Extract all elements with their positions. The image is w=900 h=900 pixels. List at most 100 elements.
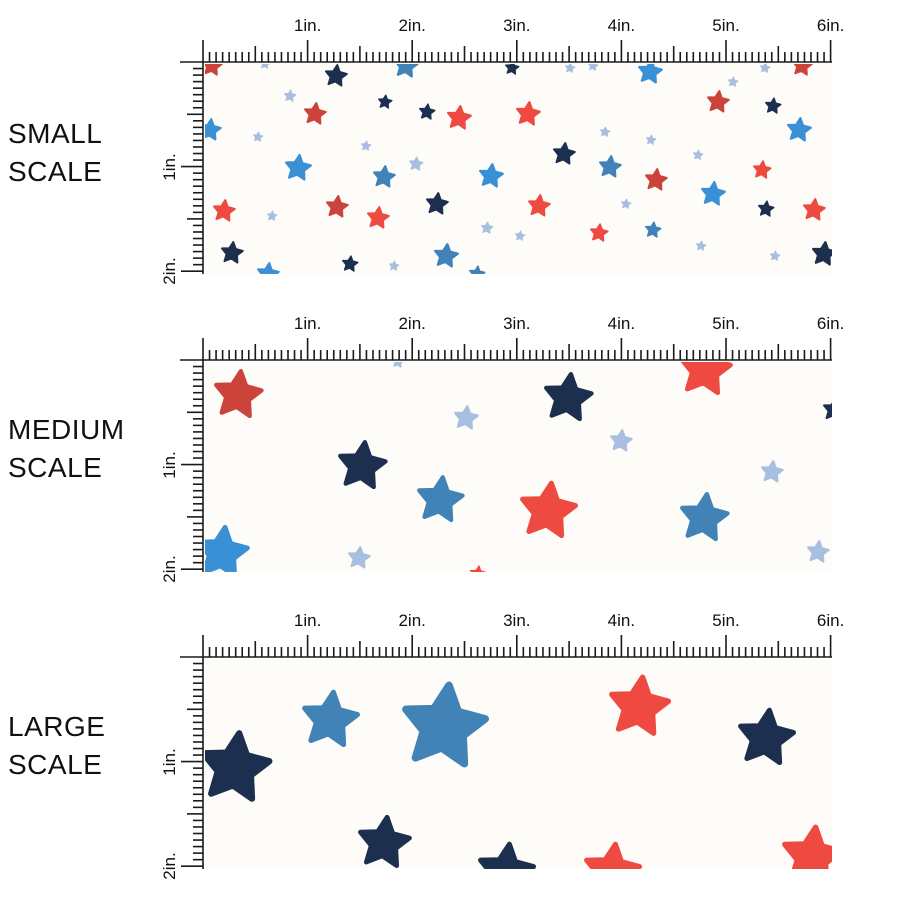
- star-brick: [205, 64, 223, 76]
- star-red: [589, 223, 609, 242]
- ruler-label-vertical: 2in.: [160, 257, 179, 285]
- star-light: [389, 260, 400, 271]
- star-light: [515, 230, 526, 241]
- star-light: [481, 221, 494, 234]
- ruler-label-horizontal: 4in.: [607, 16, 636, 35]
- ruler: [180, 338, 832, 572]
- star-red: [782, 824, 832, 869]
- star-navy: [504, 64, 520, 75]
- star-navy: [823, 402, 832, 420]
- scale-label-line1: LARGE: [8, 711, 106, 742]
- star-steel: [434, 243, 459, 268]
- fabric-background: [205, 659, 832, 869]
- star-steel: [468, 265, 486, 274]
- star-light: [761, 460, 784, 483]
- scale-label-line2: SCALE: [8, 749, 103, 780]
- star-navy: [377, 94, 393, 109]
- ruler-label-horizontal: 6in.: [816, 16, 845, 35]
- star-light: [600, 126, 611, 137]
- ruler: [180, 635, 832, 869]
- star-brick: [214, 369, 264, 419]
- star-navy: [221, 241, 244, 264]
- star-light: [253, 131, 264, 142]
- star-steel: [396, 64, 419, 78]
- small-scale-panel: SMALL SCALE 1in. 2in. 3in. 4in. 5in. 6in. 1in.…: [0, 0, 900, 300]
- star-navy: [544, 372, 594, 422]
- scale-label: MEDIUM SCALE: [8, 411, 125, 487]
- star-light: [760, 64, 771, 73]
- ruler-label-horizontal: 6in.: [816, 314, 845, 333]
- star-brick: [707, 90, 730, 113]
- star-brick: [326, 195, 349, 218]
- star-navy: [478, 841, 537, 869]
- scale-label: LARGE SCALE: [8, 708, 105, 784]
- ruler-label-horizontal: 2in.: [398, 611, 426, 630]
- star-light: [261, 64, 270, 69]
- star-steel: [402, 681, 489, 768]
- ruler-label-vertical: 2in.: [160, 555, 179, 583]
- star-light: [610, 429, 633, 452]
- star-blue: [205, 118, 222, 141]
- star-navy: [764, 97, 782, 114]
- ruler-label-vertical: 1in.: [160, 747, 179, 776]
- star-light: [267, 210, 278, 221]
- ruler-label-vertical: 1in.: [160, 450, 179, 479]
- star-blue: [787, 117, 812, 142]
- star-navy: [205, 730, 273, 802]
- star-steel: [417, 475, 465, 523]
- star-light: [770, 250, 781, 261]
- star-light: [807, 540, 830, 563]
- star-blue: [257, 262, 280, 274]
- star-steel: [644, 221, 662, 238]
- star-red: [680, 362, 733, 396]
- star-red: [520, 480, 579, 539]
- fabric-swatch: [180, 338, 832, 572]
- star-red: [469, 565, 487, 572]
- star-red: [803, 198, 826, 221]
- ruler-label-horizontal: 5in.: [712, 16, 740, 35]
- star-red: [367, 206, 390, 229]
- ruler-label-horizontal: 3in.: [503, 314, 531, 333]
- star-blue: [205, 524, 250, 572]
- star-light: [348, 546, 371, 569]
- scale-label-line1: SMALL: [8, 118, 103, 149]
- ruler-label-horizontal: 5in.: [712, 314, 740, 333]
- star-navy: [812, 241, 832, 266]
- star-blue: [285, 153, 312, 181]
- ruler-label-horizontal: 5in.: [712, 611, 740, 630]
- star-light: [646, 134, 657, 145]
- ruler-label-horizontal: 4in.: [607, 611, 636, 630]
- star-light: [728, 76, 739, 87]
- ruler-label-horizontal: 1in.: [293, 16, 322, 35]
- scale-label-line2: SCALE: [8, 156, 103, 187]
- fabric-swatch: [180, 635, 832, 869]
- star-navy: [553, 142, 576, 165]
- star-navy: [426, 192, 449, 215]
- star-light: [393, 362, 404, 368]
- ruler-label-horizontal: 2in.: [398, 16, 426, 35]
- scale-label-line1: MEDIUM: [8, 414, 125, 445]
- star-brick: [793, 64, 813, 76]
- star-navy: [738, 707, 797, 766]
- ruler-label-vertical: 1in.: [160, 152, 179, 181]
- ruler: [180, 40, 832, 274]
- medium-scale-panel: MEDIUM SCALE 1in. 2in. 3in. 4in. 5in. 6in. 1in…: [0, 298, 900, 598]
- star-steel: [302, 689, 361, 748]
- star-light: [361, 140, 372, 151]
- star-steel: [680, 492, 730, 542]
- star-steel: [373, 165, 396, 188]
- ruler-label-horizontal: 6in.: [816, 611, 845, 630]
- ruler-label-horizontal: 3in.: [503, 611, 531, 630]
- star-light: [565, 64, 576, 73]
- scale-label-line2: SCALE: [8, 452, 103, 483]
- star-light: [621, 198, 632, 209]
- star-red: [213, 199, 236, 222]
- scale-label: SMALL SCALE: [8, 115, 102, 191]
- ruler-label-vertical: 2in.: [160, 852, 179, 880]
- fabric-background: [205, 362, 832, 572]
- star-light: [454, 405, 479, 430]
- star-navy: [358, 814, 412, 869]
- star-navy: [757, 200, 775, 217]
- ruler-label-horizontal: 3in.: [503, 16, 531, 35]
- ruler-label-horizontal: 4in.: [607, 314, 636, 333]
